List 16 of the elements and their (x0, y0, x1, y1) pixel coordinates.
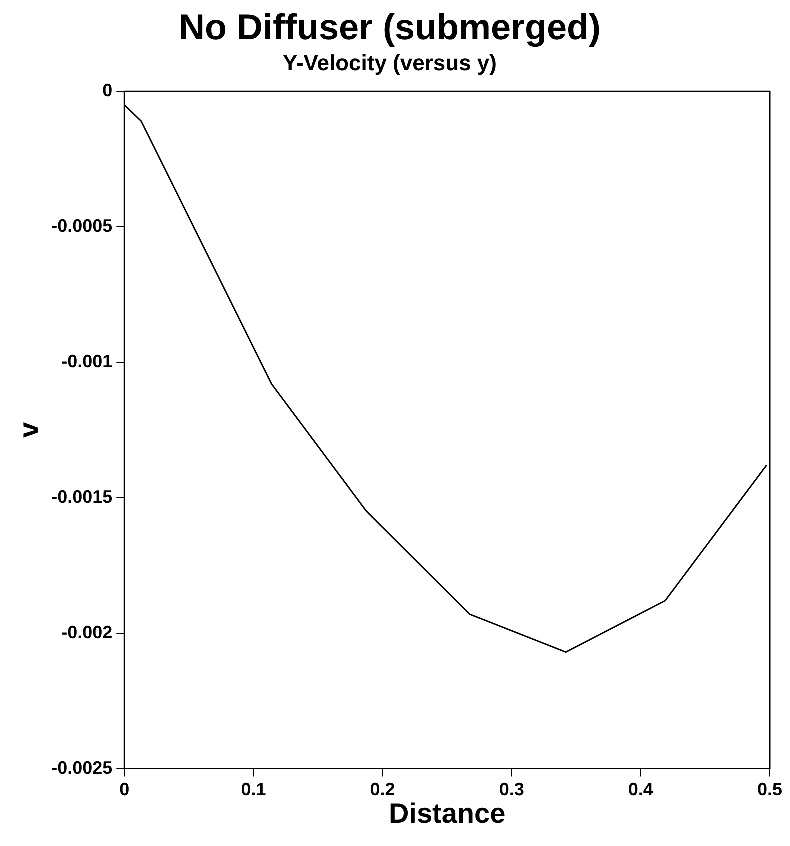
y-tick-label: -0.0025 (52, 758, 113, 778)
y-tick-label: -0.0015 (52, 486, 113, 507)
x-tick-label: 0.4 (628, 780, 654, 800)
chart-subtitle: Y-Velocity (versus y) (283, 50, 497, 76)
y-axis-title: v (14, 422, 45, 438)
x-tick-label: 0.2 (370, 780, 396, 800)
x-tick-label: 0.3 (499, 780, 524, 800)
y-tick-label: -0.0005 (52, 216, 113, 236)
x-tick-label: 0.1 (241, 780, 266, 800)
x-tick-label: 0.5 (757, 780, 783, 800)
y-tick-label: -0.002 (62, 622, 113, 642)
y-tick-label: -0.001 (62, 351, 113, 372)
y-tick-label: 0 (102, 80, 113, 101)
x-axis-title: Distance (388, 798, 506, 829)
chart-title: No Diffuser (submerged) (178, 6, 602, 48)
x-tick-label: 0 (120, 780, 130, 800)
